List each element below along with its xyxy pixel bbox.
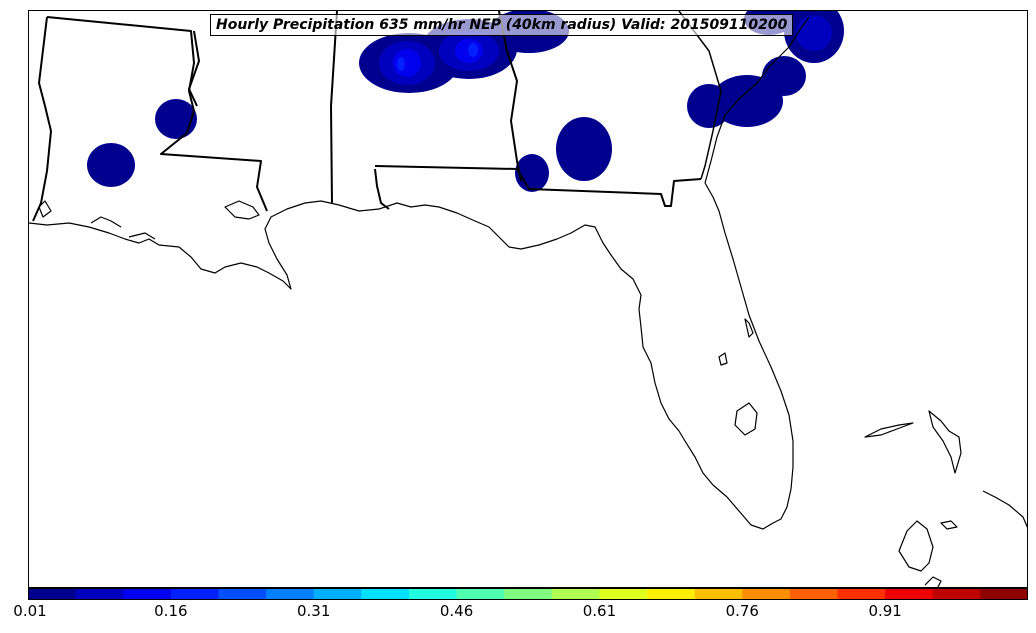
coastline <box>224 200 260 220</box>
colorbar-swatch <box>123 588 172 600</box>
colorbar-swatch <box>408 588 458 600</box>
colorbar <box>28 588 1028 600</box>
coastline <box>718 352 728 366</box>
colorbar-tick-label: 0.01 <box>13 602 47 620</box>
colorbar-swatch <box>932 588 981 600</box>
state-border <box>46 16 268 212</box>
colorbar-swatch <box>361 588 410 600</box>
state-border <box>32 16 52 222</box>
coastline <box>744 318 754 338</box>
colorbar-swatch <box>313 588 362 600</box>
coastline <box>29 182 794 530</box>
colorbar-swatch <box>885 588 934 600</box>
precip-blob <box>556 117 612 181</box>
colorbar-swatch <box>456 588 505 600</box>
colorbar-swatch <box>599 588 648 600</box>
precip-blob <box>796 15 832 51</box>
coastline <box>128 232 156 240</box>
colorbar-swatch <box>266 588 315 600</box>
map-panel <box>28 10 1028 588</box>
coastline <box>928 410 962 474</box>
colorbar-swatch <box>218 588 267 600</box>
precipitation-map <box>29 11 1027 587</box>
colorbar-swatch <box>647 588 696 600</box>
colorbar-swatch <box>551 588 601 600</box>
precip-blob <box>397 57 405 71</box>
colorbar-border <box>28 588 1028 600</box>
precip-blob <box>762 56 806 96</box>
colorbar-tick-label: 0.91 <box>868 602 902 620</box>
coastline <box>38 200 52 218</box>
colorbar-swatch <box>980 588 1028 600</box>
state-border <box>678 11 722 180</box>
colorbar-tick-label: 0.76 <box>725 602 759 620</box>
coastline <box>864 422 914 438</box>
colorbar-tick-label: 0.46 <box>439 602 474 620</box>
coastline <box>704 16 810 184</box>
precip-blob <box>515 154 549 192</box>
precip-blob <box>711 75 783 127</box>
colorbar-tick-label: 0.61 <box>582 602 617 620</box>
colorbar-swatch <box>504 588 553 600</box>
map-title: Hourly Precipitation 635 mm/hr NEP (40km… <box>210 14 794 36</box>
coastline <box>734 402 758 436</box>
precipitation-areas <box>87 11 844 192</box>
colorbar-swatch <box>837 588 886 600</box>
coastline <box>982 490 1027 528</box>
colorbar-swatch <box>789 588 839 600</box>
precip-blob <box>87 143 135 187</box>
colorbar-swatch <box>742 588 791 600</box>
precip-blob <box>468 43 478 57</box>
state-border <box>188 30 200 107</box>
colorbar-swatch <box>28 588 77 600</box>
state-border <box>374 168 390 210</box>
colorbar-tick-label: 0.31 <box>297 602 331 620</box>
state-border <box>498 11 522 182</box>
coastline <box>898 520 934 572</box>
colorbar-swatch <box>170 588 220 600</box>
state-border <box>374 165 702 207</box>
precip-blob <box>155 99 197 139</box>
coastline <box>940 520 958 530</box>
colorbar-swatch <box>694 588 743 600</box>
colorbar-swatch <box>75 588 124 600</box>
map-lines <box>29 11 1027 587</box>
state-border <box>330 11 338 205</box>
coastline <box>90 216 122 228</box>
colorbar-tick-labels: 0.01 0.16 0.31 0.46 0.61 0.76 0.91 <box>0 602 1036 624</box>
coastline <box>924 576 942 587</box>
colorbar-tick-label: 0.16 <box>154 602 188 620</box>
